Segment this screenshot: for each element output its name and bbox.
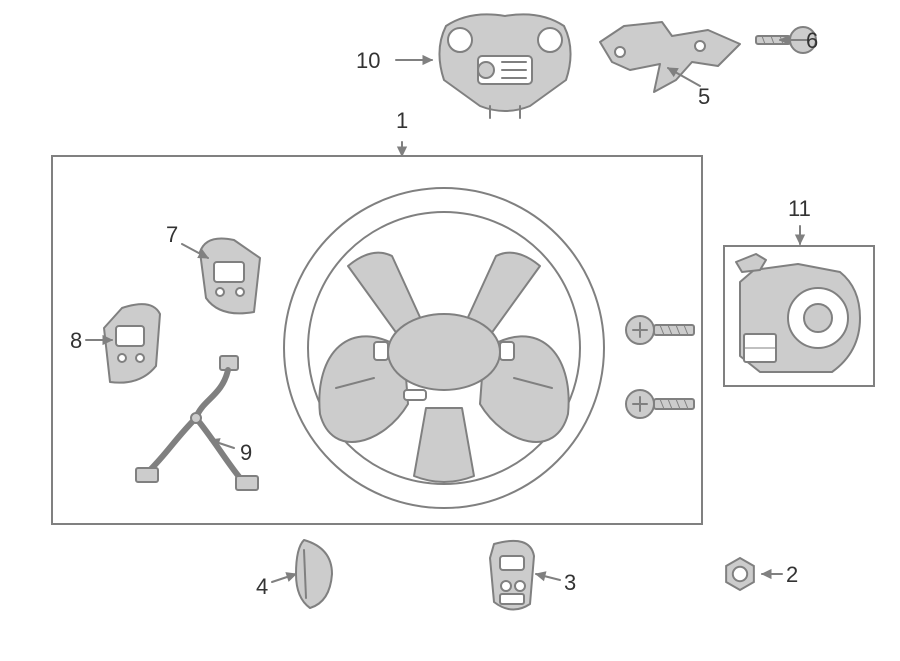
callout-11-label: 11 (788, 196, 811, 222)
callout-7-label: 7 (166, 222, 178, 248)
diagram-svg (0, 0, 900, 661)
diagram-stage: 1 10 5 6 7 8 9 11 4 3 2 (0, 0, 900, 661)
callout-10-label: 10 (356, 48, 380, 74)
callout-3-label: 3 (564, 570, 576, 596)
callout-4-label: 4 (256, 574, 268, 600)
callout-1-label: 1 (396, 108, 408, 134)
callout-8-label: 8 (70, 328, 82, 354)
callout-9-label: 9 (240, 440, 252, 466)
callout-2-label: 2 (786, 562, 798, 588)
callout-6-label: 6 (806, 28, 818, 54)
callout-5-label: 5 (698, 84, 710, 110)
